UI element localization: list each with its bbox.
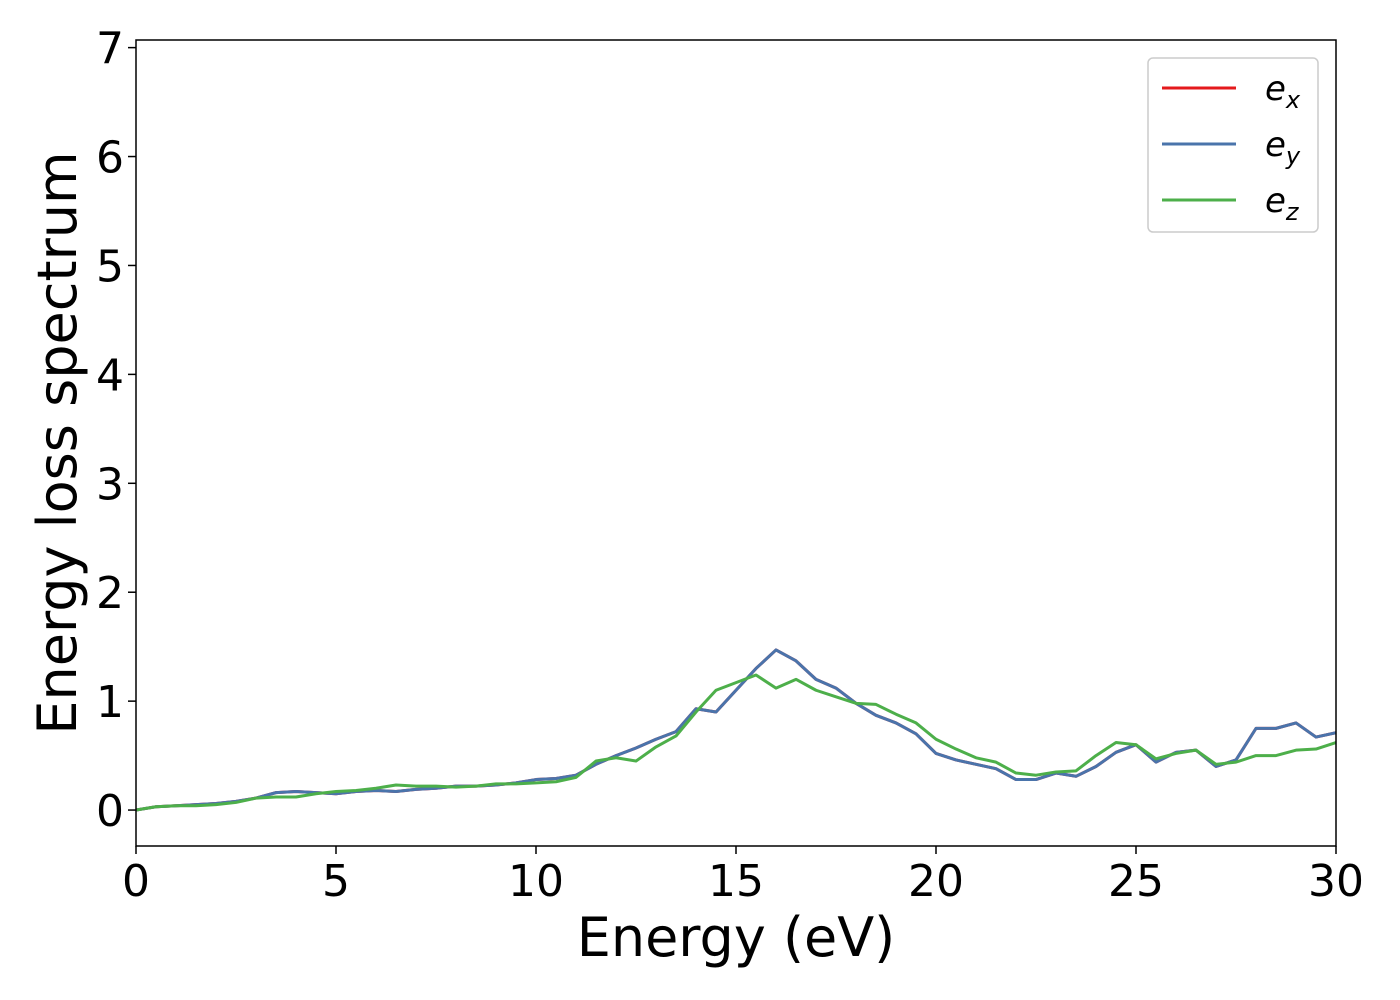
x-tick-label: 30 <box>1308 856 1364 907</box>
y-tick-label: 7 <box>96 24 124 75</box>
x-tick-label: 5 <box>322 856 350 907</box>
x-tick-label: 0 <box>122 856 150 907</box>
y-tick-label: 3 <box>96 459 124 510</box>
x-axis-label: Energy (eV) <box>577 906 896 969</box>
x-tick-label: 15 <box>708 856 764 907</box>
line-series <box>136 648 1336 812</box>
y-tick-label: 4 <box>96 350 124 401</box>
y-tick-label: 0 <box>96 786 124 837</box>
y-tick-label: 6 <box>96 133 124 184</box>
y-tick-label: 5 <box>96 241 124 292</box>
legend-label: ey <box>1265 125 1301 170</box>
x-tick-label: 10 <box>508 856 564 907</box>
y-axis-label: Energy loss spectrum <box>26 151 89 734</box>
line-series <box>136 673 1336 812</box>
line-series <box>136 648 1336 812</box>
y-tick-label: 2 <box>96 568 124 619</box>
x-tick-label: 25 <box>1108 856 1164 907</box>
y-tick-label: 1 <box>96 677 124 728</box>
legend-label: ez <box>1265 181 1300 226</box>
x-tick-label: 20 <box>908 856 964 907</box>
legend-label: ex <box>1265 69 1301 114</box>
plot-frame <box>135 39 1337 847</box>
